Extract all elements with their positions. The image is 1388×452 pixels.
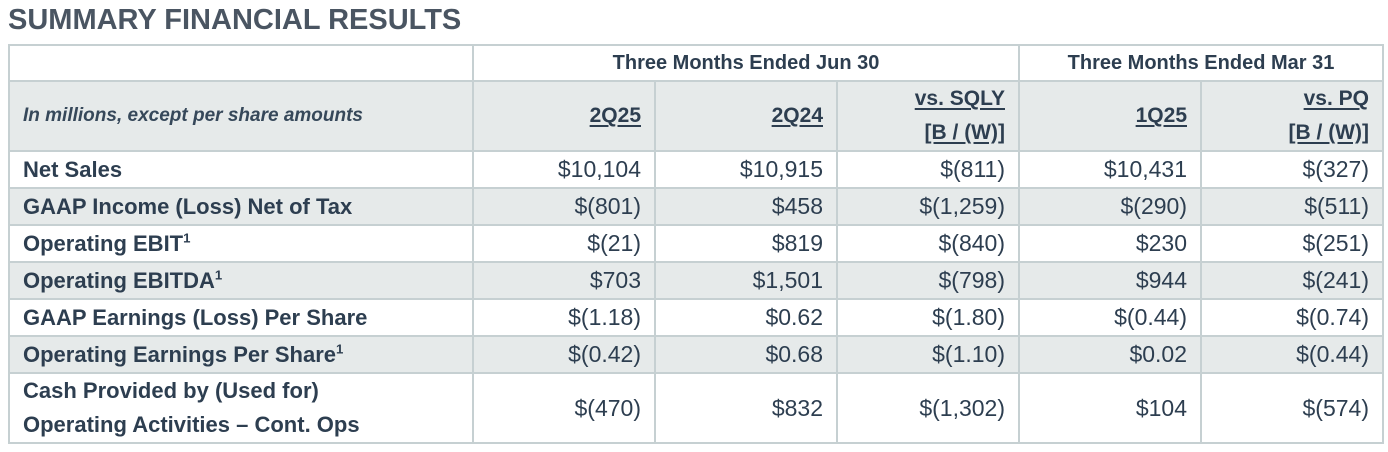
column-header: vs. SQLY [B / (W)] (836, 80, 1020, 152)
group-header-mar31: Three Months Ended Mar 31 (1018, 44, 1384, 82)
footnote-marker: 1 (183, 230, 191, 246)
footnote-marker: 1 (214, 267, 223, 283)
row-label-line: Operating EBIT (23, 230, 184, 256)
table-cell: $0.02 (1018, 335, 1202, 374)
table-cell: $(798) (836, 261, 1020, 300)
table-cell: $(327) (1200, 150, 1384, 189)
column-header-line: [B / (W)] (924, 121, 1005, 144)
table-row: Net Sales $10,104 $10,915 $(811) $10,431 $(32… (8, 150, 1384, 189)
column-header: 1Q25 (1018, 80, 1202, 152)
table-row: Operating Earnings Per Share1 $(0.42) $0.6… (8, 335, 1384, 374)
table-cell: $(0.44) (1018, 298, 1202, 337)
column-header-line: vs. PQ (1303, 87, 1369, 110)
table-cell: $(1,302) (836, 372, 1020, 444)
table-cell: $10,915 (654, 150, 838, 189)
table-cell: $(0.42) (472, 335, 656, 374)
financial-results-table: Three Months Ended Jun 30 Three Months E… (8, 44, 1384, 444)
table-cell: $10,431 (1018, 150, 1202, 189)
table-cell: $944 (1018, 261, 1202, 300)
table-cell: $(840) (836, 224, 1020, 263)
table-cell: $(1,259) (836, 187, 1020, 226)
table-cell: $(290) (1018, 187, 1202, 226)
table-row: GAAP Income (Loss) Net of Tax $(801) $458 $… (8, 187, 1384, 226)
column-header: vs. PQ [B / (W)] (1200, 80, 1384, 152)
row-label-line: Operating Activities – Cont. Ops (23, 412, 360, 437)
table-cell: $(0.74) (1200, 298, 1384, 337)
column-header: 2Q24 (654, 80, 838, 152)
table-cell: $832 (654, 372, 838, 444)
column-header-line: 2Q24 (771, 104, 823, 127)
row-label-line: Cash Provided by (Used for) (23, 378, 319, 403)
table-row: Cash Provided by (Used for) Operating Act… (8, 372, 1384, 444)
column-header-row: In millions, except per share amounts 2Q… (8, 80, 1384, 152)
table-cell: $(251) (1200, 224, 1384, 263)
table-cell: $230 (1018, 224, 1202, 263)
table-cell: $458 (654, 187, 838, 226)
table-row: Operating EBITDA1 $703 $1,501 $(798) $944 $(2… (8, 261, 1384, 300)
row-label-line: GAAP Earnings (Loss) Per Share (23, 304, 368, 330)
group-header-empty (8, 44, 474, 82)
table-cell: $1,501 (654, 261, 838, 300)
table-cell: $703 (472, 261, 656, 300)
group-header-row: Three Months Ended Jun 30 Three Months E… (8, 44, 1384, 82)
table-cell: $(801) (472, 187, 656, 226)
table-row: Operating EBIT1 $(21) $819 $(840) $230 $(251) (8, 224, 1384, 263)
row-label-line: Operating EBITDA (23, 267, 215, 293)
column-header-line: [B / (W)] (1288, 121, 1369, 144)
table-cell: $10,104 (472, 150, 656, 189)
page-title: SUMMARY FINANCIAL RESULTS (8, 4, 462, 36)
table-cell: $(470) (472, 372, 656, 444)
table-cell: $0.68 (654, 335, 838, 374)
table-cell: $(574) (1200, 372, 1384, 444)
table-cell: $(1.18) (472, 298, 656, 337)
table-cell: $(511) (1200, 187, 1384, 226)
column-header: 2Q25 (472, 80, 656, 152)
row-label: Operating EBIT1 (8, 224, 474, 263)
row-label: GAAP Earnings (Loss) Per Share (8, 298, 474, 337)
row-label: Net Sales (8, 150, 474, 189)
column-header-line: 1Q25 (1135, 104, 1187, 127)
row-label: Operating Earnings Per Share1 (8, 335, 474, 374)
row-label-line: Operating Earnings Per Share (23, 341, 336, 367)
row-label-line: Net Sales (23, 156, 123, 182)
units-note: In millions, except per share amounts (8, 80, 474, 152)
table-cell: $(1.80) (836, 298, 1020, 337)
footnote-marker: 1 (335, 341, 344, 357)
row-label: Operating EBITDA1 (8, 261, 474, 300)
row-label-line: GAAP Income (Loss) Net of Tax (23, 193, 353, 219)
column-header-line: vs. SQLY (914, 87, 1005, 110)
table-cell: $(1.10) (836, 335, 1020, 374)
row-label: Cash Provided by (Used for) Operating Act… (8, 372, 474, 444)
table-cell: $0.62 (654, 298, 838, 337)
table-cell: $819 (654, 224, 838, 263)
group-header-jun30: Three Months Ended Jun 30 (472, 44, 1020, 82)
table-cell: $(0.44) (1200, 335, 1384, 374)
table-cell: $104 (1018, 372, 1202, 444)
table-body: Three Months Ended Jun 30 Three Months E… (8, 44, 1384, 444)
table-cell: $(21) (472, 224, 656, 263)
table-cell: $(241) (1200, 261, 1384, 300)
table-row: GAAP Earnings (Loss) Per Share $(1.18) $0.… (8, 298, 1384, 337)
column-header-line: 2Q25 (589, 104, 641, 127)
table-cell: $(811) (836, 150, 1020, 189)
row-label: GAAP Income (Loss) Net of Tax (8, 187, 474, 226)
